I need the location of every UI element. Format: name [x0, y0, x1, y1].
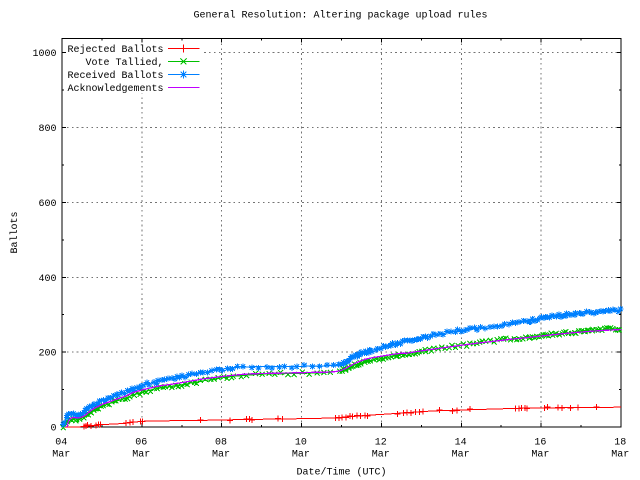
svg-text:0: 0 [50, 424, 56, 435]
svg-text:Vote Tallied,: Vote Tallied, [85, 57, 163, 69]
svg-text:General Resolution: Altering p: General Resolution: Altering package upl… [193, 10, 487, 22]
svg-text:400: 400 [38, 274, 56, 285]
svg-text:Date/Time (UTC): Date/Time (UTC) [296, 467, 386, 479]
svg-text:Received Ballots: Received Ballots [67, 70, 163, 82]
svg-text:Mar: Mar [212, 450, 230, 461]
svg-text:Mar: Mar [531, 450, 549, 461]
svg-text:1000: 1000 [32, 49, 56, 60]
svg-text:08: 08 [215, 438, 227, 449]
svg-text:12: 12 [375, 438, 387, 449]
svg-text:Mar: Mar [452, 450, 470, 461]
svg-text:18: 18 [614, 438, 626, 449]
svg-text:04: 04 [55, 438, 67, 449]
svg-text:Mar: Mar [52, 450, 70, 461]
svg-text:Acknowledgements: Acknowledgements [67, 83, 163, 95]
svg-text:Mar: Mar [372, 450, 390, 461]
svg-text:Mar: Mar [611, 450, 629, 461]
svg-text:600: 600 [38, 199, 56, 210]
svg-text:Mar: Mar [292, 450, 310, 461]
svg-text:800: 800 [38, 124, 56, 135]
svg-text:06: 06 [135, 438, 147, 449]
svg-text:16: 16 [534, 438, 546, 449]
svg-text:14: 14 [455, 438, 467, 449]
svg-text:10: 10 [295, 438, 307, 449]
svg-text:Rejected Ballots: Rejected Ballots [67, 44, 163, 56]
svg-text:Mar: Mar [132, 450, 150, 461]
svg-text:200: 200 [38, 349, 56, 360]
svg-text:Ballots: Ballots [9, 211, 21, 253]
